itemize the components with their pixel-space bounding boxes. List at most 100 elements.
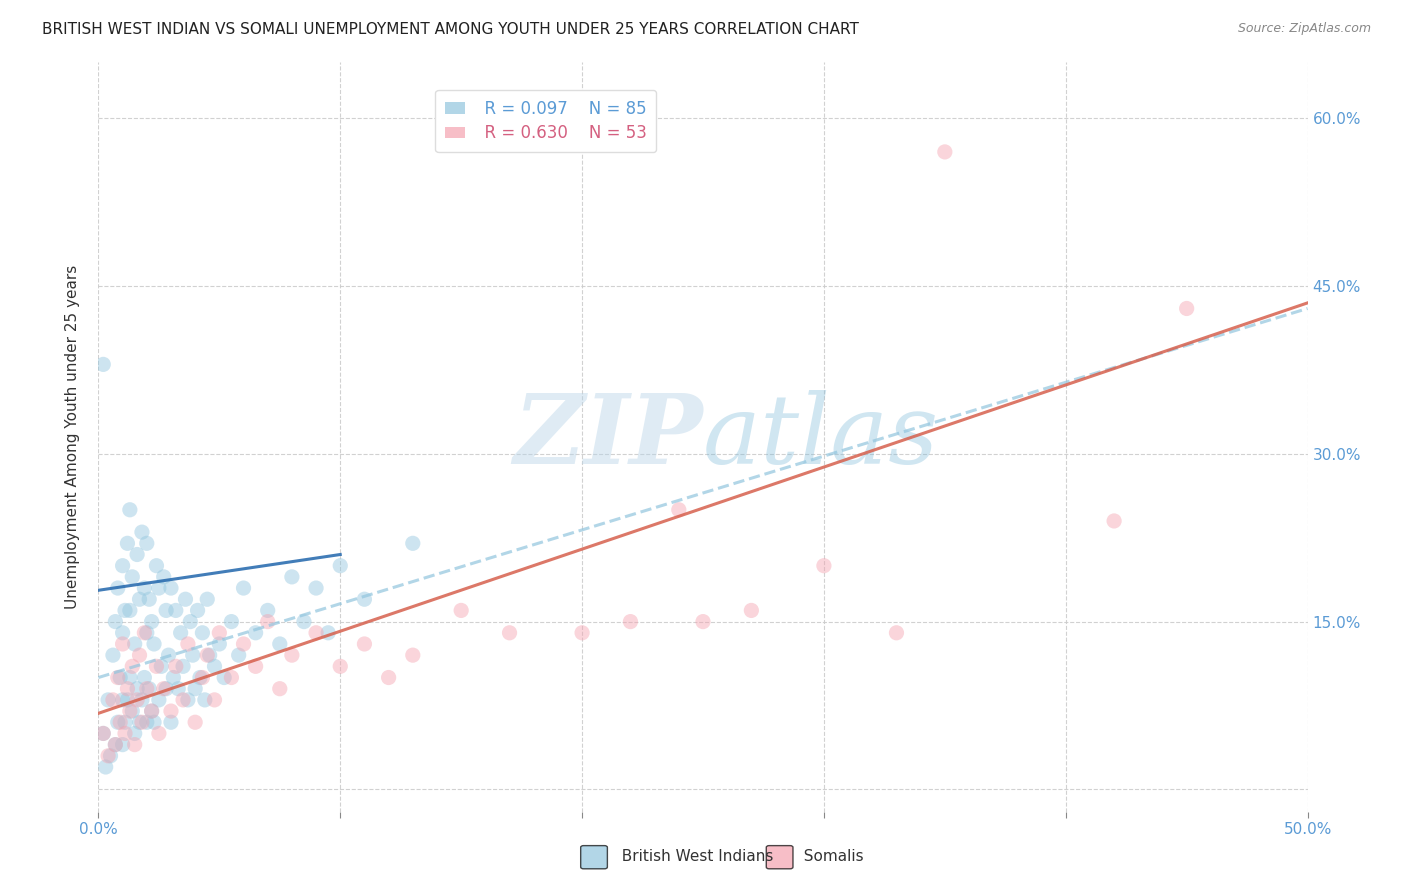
Point: [121, 659, 143, 673]
Point: [111, 738, 134, 752]
Text: Somalis: Somalis: [794, 849, 865, 863]
Point: [329, 558, 352, 573]
Point: [97, 748, 120, 763]
Point: [155, 603, 177, 617]
Point: [127, 681, 149, 696]
Point: [269, 637, 291, 651]
Point: [245, 625, 267, 640]
Point: [145, 659, 167, 673]
Point: [91, 726, 114, 740]
Point: [316, 625, 339, 640]
Point: [152, 681, 174, 696]
Point: [104, 738, 127, 752]
Point: [124, 726, 146, 740]
Point: [256, 615, 278, 629]
Point: [177, 637, 200, 651]
Point: [114, 726, 136, 740]
Point: [135, 715, 157, 730]
Point: [121, 570, 143, 584]
Point: [198, 648, 221, 662]
Point: [127, 693, 149, 707]
Point: [160, 715, 183, 730]
Point: [141, 704, 163, 718]
Point: [131, 525, 153, 540]
Point: [179, 615, 201, 629]
Text: BRITISH WEST INDIAN VS SOMALI UNEMPLOYMENT AMONG YOUTH UNDER 25 YEARS CORRELATIO: BRITISH WEST INDIAN VS SOMALI UNEMPLOYME…: [42, 22, 859, 37]
Point: [131, 715, 153, 730]
Point: [292, 615, 315, 629]
Point: [124, 637, 146, 651]
Point: [148, 581, 170, 595]
Point: [155, 681, 177, 696]
Point: [668, 502, 690, 516]
Point: [104, 615, 127, 629]
Point: [152, 570, 174, 584]
Point: [104, 738, 127, 752]
Point: [619, 615, 641, 629]
Point: [187, 603, 209, 617]
Point: [194, 693, 217, 707]
Point: [108, 671, 131, 685]
Point: [138, 592, 160, 607]
Point: [181, 648, 204, 662]
Point: [135, 536, 157, 550]
Point: [184, 715, 207, 730]
Point: [91, 726, 114, 740]
Point: [172, 693, 194, 707]
Point: [128, 648, 150, 662]
Point: [256, 603, 278, 617]
Point: [117, 681, 139, 696]
Point: [121, 704, 143, 718]
Point: [204, 693, 226, 707]
Point: [128, 715, 150, 730]
Point: [143, 637, 166, 651]
Point: [1102, 514, 1125, 528]
Point: [101, 648, 124, 662]
Point: [108, 715, 131, 730]
Point: [269, 681, 291, 696]
Point: [134, 625, 156, 640]
Point: [165, 603, 187, 617]
Point: [281, 570, 304, 584]
Point: [212, 671, 235, 685]
Point: [118, 671, 141, 685]
Text: ZIP: ZIP: [513, 390, 703, 484]
Text: Source: ZipAtlas.com: Source: ZipAtlas.com: [1237, 22, 1371, 36]
Point: [172, 659, 194, 673]
Point: [107, 581, 129, 595]
Point: [208, 625, 231, 640]
Point: [450, 603, 472, 617]
Point: [118, 704, 141, 718]
Point: [377, 671, 399, 685]
Point: [934, 145, 956, 159]
Point: [100, 748, 122, 763]
Point: [94, 760, 117, 774]
Point: [1175, 301, 1198, 316]
Point: [127, 548, 149, 562]
Point: [305, 581, 328, 595]
Point: [813, 558, 835, 573]
Point: [135, 625, 157, 640]
Point: [118, 502, 141, 516]
Point: [329, 659, 352, 673]
Point: [174, 592, 197, 607]
Text: atlas: atlas: [703, 390, 939, 484]
Point: [177, 693, 200, 707]
Point: [188, 671, 211, 685]
Point: [221, 671, 243, 685]
Point: [124, 738, 146, 752]
Point: [134, 581, 156, 595]
Point: [232, 637, 254, 651]
Point: [165, 659, 187, 673]
Point: [134, 671, 156, 685]
Point: [111, 637, 134, 651]
Point: [101, 693, 124, 707]
Point: [195, 648, 218, 662]
Point: [107, 715, 129, 730]
Point: [107, 671, 129, 685]
Point: [162, 671, 184, 685]
Point: [221, 615, 243, 629]
Point: [91, 358, 114, 372]
Point: [886, 625, 908, 640]
Point: [128, 592, 150, 607]
